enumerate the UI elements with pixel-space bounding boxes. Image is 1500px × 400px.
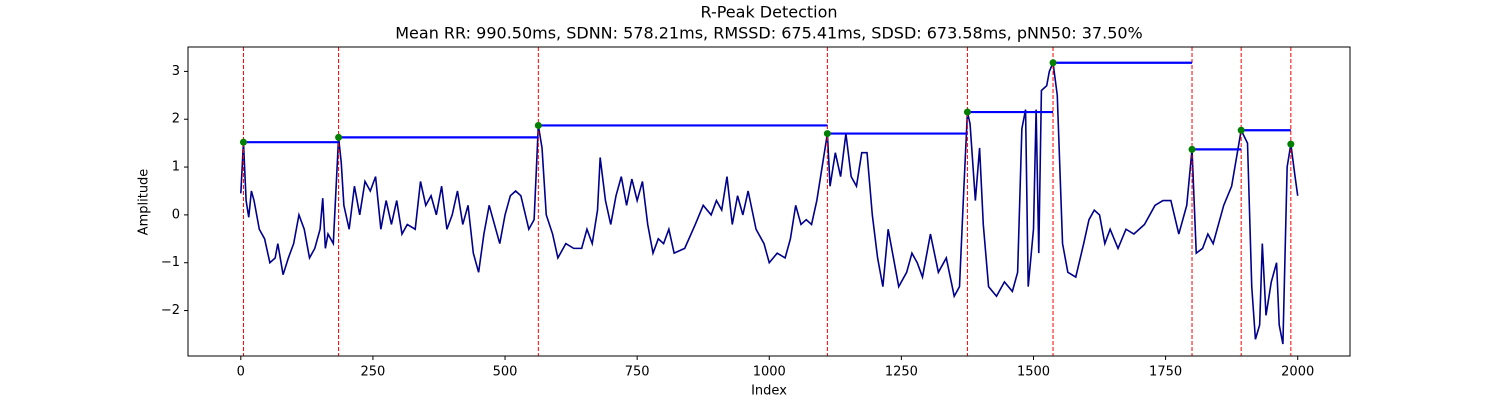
peak-marker: [1188, 145, 1196, 153]
y-axis-label: Amplitude: [137, 169, 152, 236]
y-tick-label: 3: [172, 64, 180, 79]
chart-title: R-Peak Detection: [700, 3, 837, 22]
chart-subtitle: Mean RR: 990.50ms, SDNN: 578.21ms, RMSSD…: [395, 24, 1143, 43]
peak-marker: [1287, 140, 1295, 148]
y-tick-label: 1: [172, 160, 180, 175]
y-tick-label: −1: [161, 255, 180, 270]
x-tick-label: 1500: [1017, 365, 1050, 380]
x-axis-label: Index: [751, 384, 787, 399]
peak-marker: [963, 108, 971, 116]
x-tick-label: 1250: [885, 365, 918, 380]
y-tick-label: −2: [161, 303, 180, 318]
peak-marker: [1049, 59, 1057, 67]
x-tick-label: 1750: [1149, 365, 1182, 380]
x-tick-label: 1000: [753, 365, 786, 380]
x-tick-label: 2000: [1281, 365, 1314, 380]
y-tick-label: 2: [172, 112, 180, 127]
peak-marker: [534, 121, 542, 129]
x-tick-label: 250: [361, 365, 386, 380]
x-tick-label: 0: [237, 365, 245, 380]
peak-marker: [239, 138, 247, 146]
peak-marker: [1237, 126, 1245, 134]
peak-marker: [823, 130, 831, 138]
signal-line: [240, 59, 1299, 345]
peak-marker: [335, 133, 343, 141]
y-tick-label: 0: [172, 207, 180, 222]
x-tick-label: 500: [493, 365, 518, 380]
plot-frame: [187, 46, 1351, 357]
x-tick-label: 750: [625, 365, 650, 380]
